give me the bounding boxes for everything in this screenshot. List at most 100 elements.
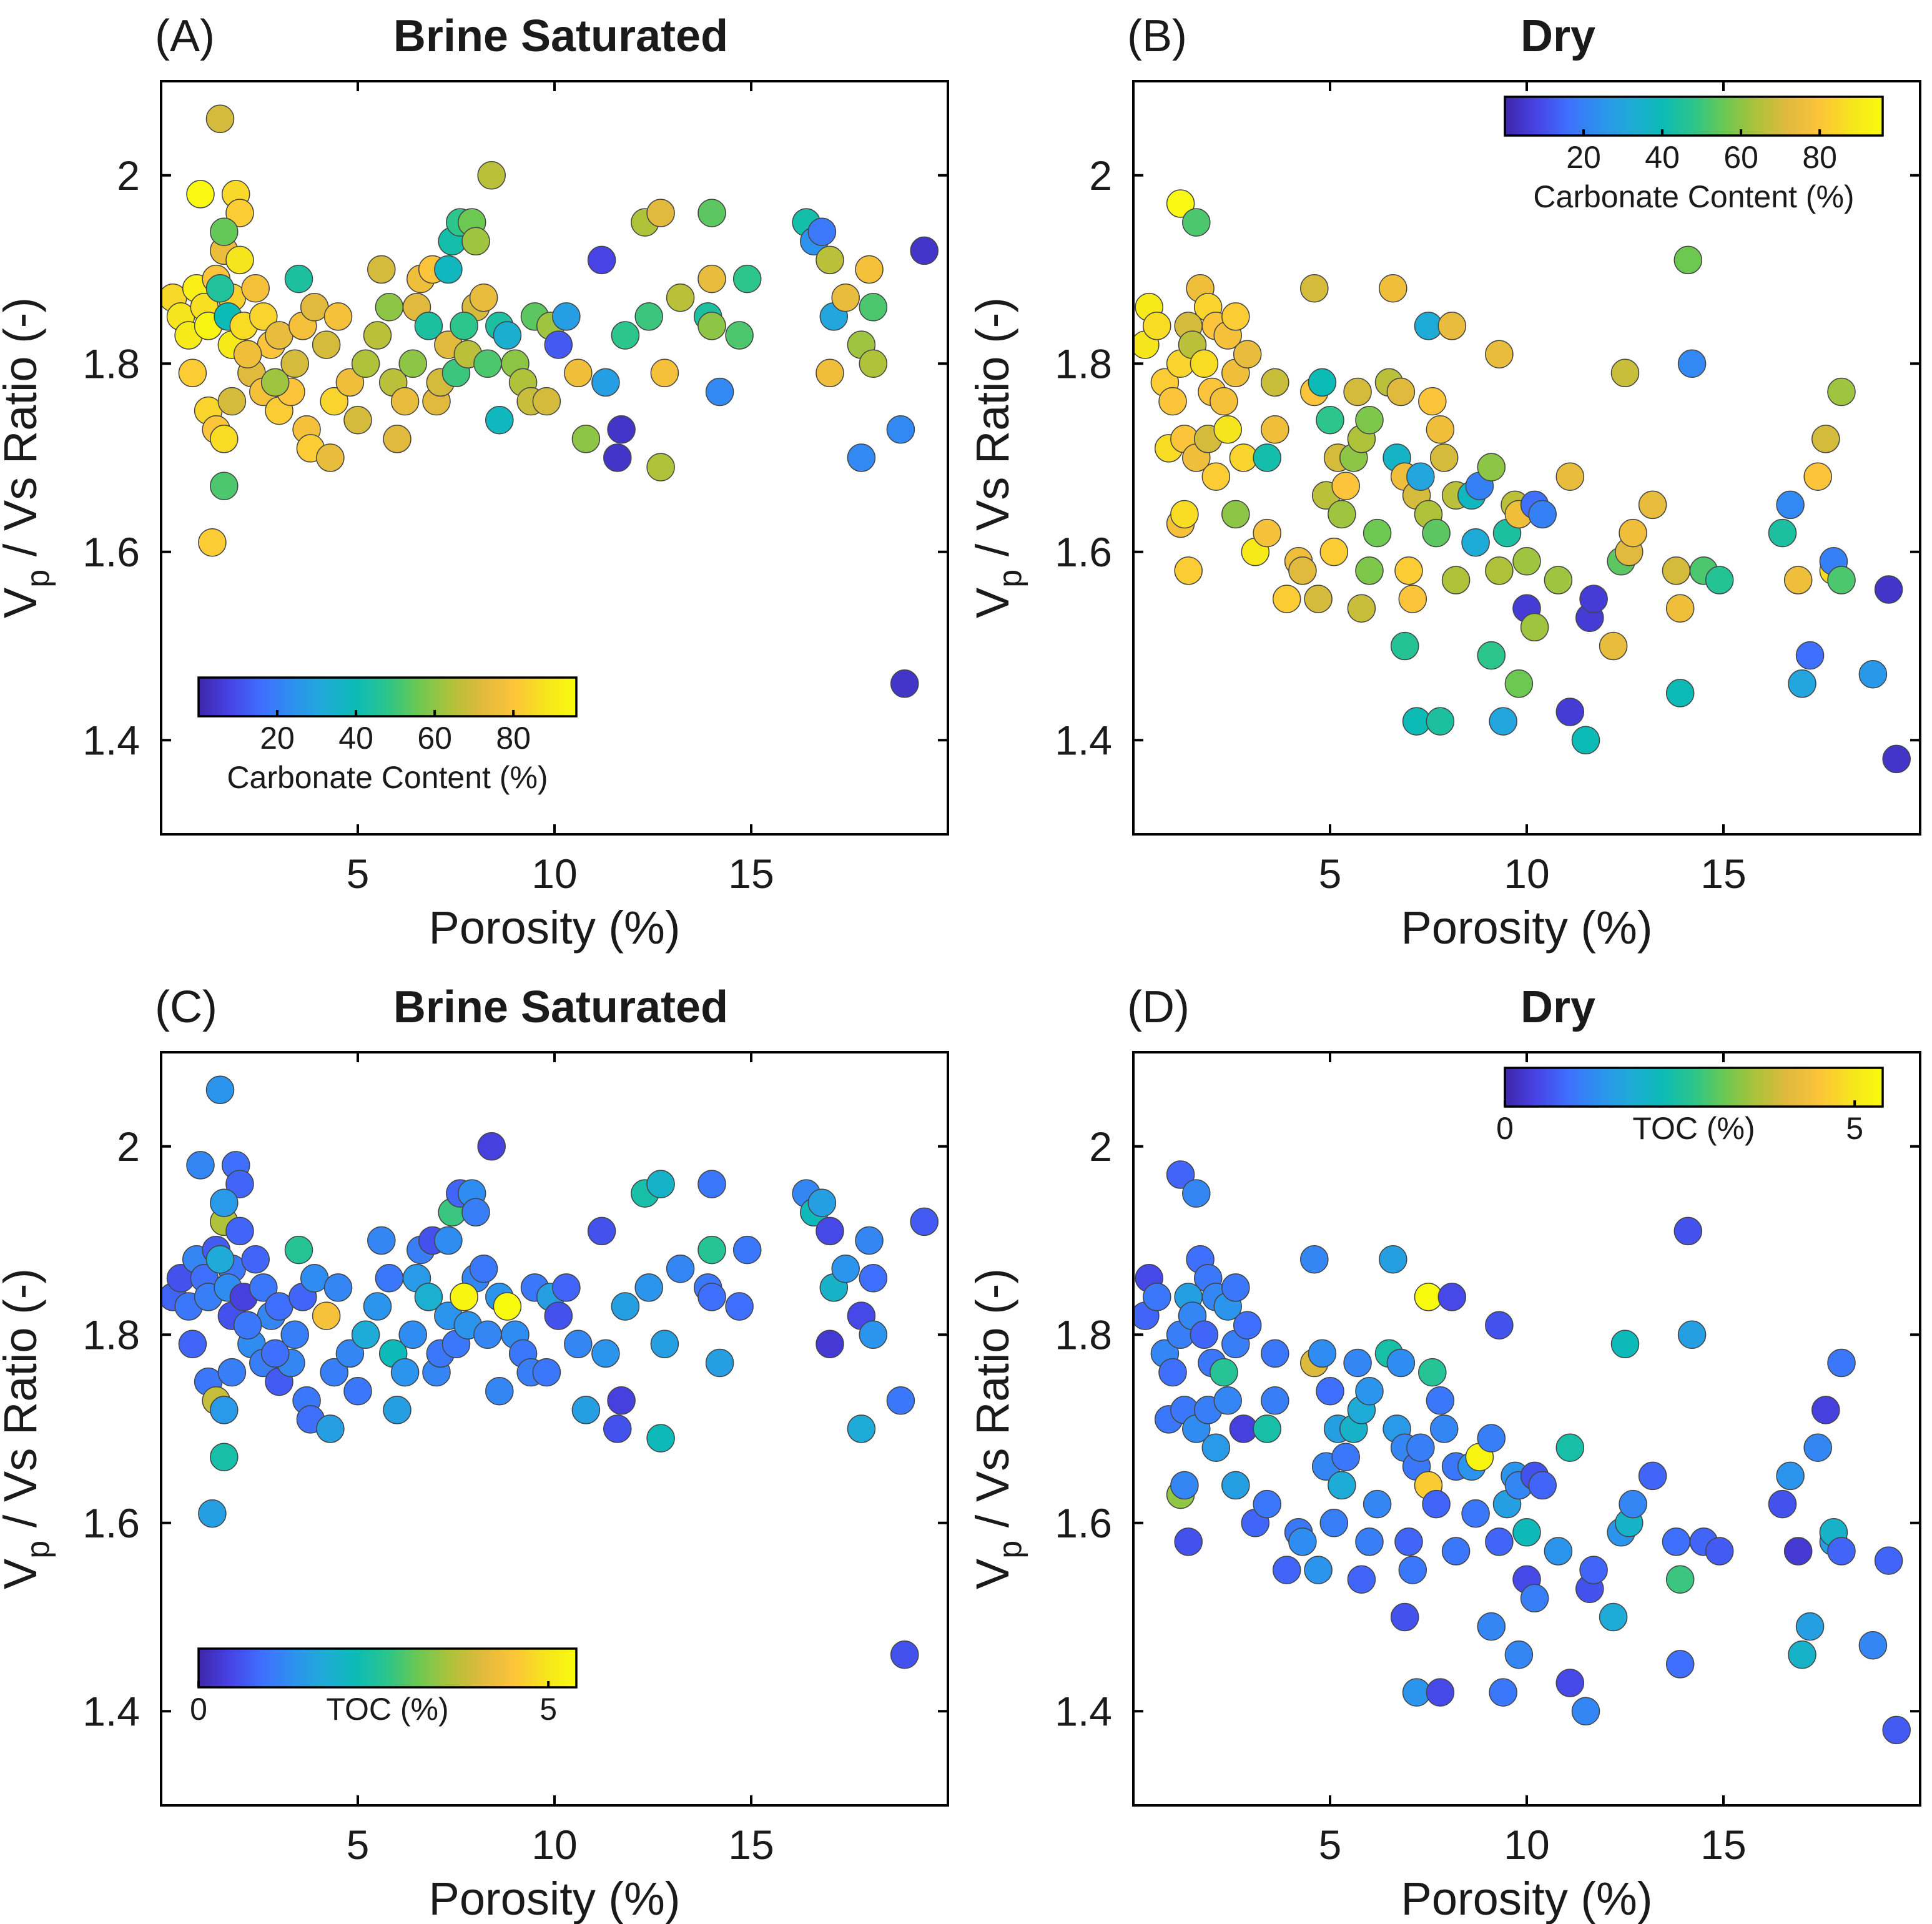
data-point: [1331, 471, 1360, 500]
data-point: [666, 1254, 695, 1283]
data-point: [1379, 1245, 1407, 1274]
data-point: [1512, 547, 1541, 576]
data-point: [1783, 566, 1813, 594]
x-axis-label: Porosity (%): [1401, 902, 1653, 954]
colorbar-tick-label: 0: [190, 1692, 207, 1727]
data-point: [634, 1273, 663, 1302]
data-point: [1485, 1527, 1514, 1556]
data-point: [210, 1188, 239, 1217]
data-point: [587, 245, 616, 275]
data-point: [725, 1292, 754, 1321]
data-point: [1579, 585, 1608, 613]
y-tick-label: 1.4: [1055, 1688, 1112, 1734]
data-point: [1555, 1669, 1585, 1697]
y-tick-label: 1.8: [1055, 340, 1112, 387]
data-point: [697, 1283, 726, 1311]
data-point: [807, 217, 837, 246]
data-point: [1319, 1509, 1349, 1537]
data-point: [1143, 312, 1171, 340]
data-point: [383, 425, 412, 453]
x-tick-label: 5: [347, 1822, 370, 1868]
x-tick-label: 10: [1504, 1822, 1549, 1868]
data-point: [343, 405, 372, 435]
colorbar-gradient: [1505, 1068, 1883, 1107]
y-axis-label-v: V: [0, 1558, 46, 1589]
data-point: [1304, 585, 1333, 613]
data-point: [280, 349, 309, 378]
data-point: [485, 1376, 514, 1406]
data-point: [367, 255, 396, 284]
y-tick-label: 1.8: [82, 1311, 140, 1358]
panel-d: (D) Dry 5 10 15 1.4 1.6 1.8 2 Porosity (%) Vp / Vs…: [967, 982, 1921, 1924]
data-point: [859, 349, 888, 378]
panel-label: (C): [155, 982, 217, 1032]
data-point: [335, 368, 365, 397]
data-point: [1418, 1358, 1447, 1387]
data-point: [1673, 245, 1703, 275]
data-point: [178, 1330, 207, 1359]
data-point: [1363, 518, 1392, 548]
data-point: [375, 1264, 404, 1293]
data-point: [634, 302, 663, 331]
data-point: [859, 1320, 888, 1349]
data-point: [816, 245, 844, 275]
data-point: [1253, 1414, 1281, 1443]
data-point: [1441, 1537, 1471, 1566]
data-point: [847, 443, 876, 472]
data-point: [178, 358, 207, 388]
data-point: [1795, 641, 1825, 670]
data-point: [1803, 1433, 1832, 1462]
data-point: [1386, 377, 1416, 407]
data-point: [225, 1216, 254, 1246]
colorbar-tick-label: 80: [496, 721, 531, 756]
y-tick-label: 1.6: [82, 1500, 140, 1546]
colorbar: 0 5 TOC (%): [190, 1647, 578, 1727]
data-point: [205, 1075, 235, 1105]
data-point: [611, 1292, 640, 1321]
data-point: [473, 349, 502, 378]
data-point: [205, 1245, 235, 1274]
data-point: [1677, 1320, 1707, 1349]
data-point: [241, 274, 270, 303]
data-point: [1398, 585, 1427, 613]
data-point: [233, 1311, 262, 1339]
data-point: [1638, 490, 1667, 520]
data-point: [434, 255, 463, 284]
data-point: [666, 283, 695, 312]
data-point: [367, 1226, 396, 1255]
data-point: [1571, 1697, 1600, 1726]
data-point: [1201, 462, 1231, 491]
x-axis-label: Porosity (%): [1401, 1873, 1653, 1924]
data-point: [1461, 528, 1490, 557]
data-point: [1555, 698, 1585, 726]
data-point: [390, 1358, 420, 1387]
panel-label: (A): [155, 11, 215, 61]
y-axis-label-v: V: [0, 587, 46, 618]
y-tick-label: 2: [117, 152, 140, 199]
chart-title: Brine Saturated: [393, 11, 728, 61]
data-point: [1426, 1678, 1455, 1707]
data-point: [831, 283, 860, 312]
data-point: [1638, 1461, 1667, 1491]
data-point: [233, 340, 262, 368]
data-point: [1827, 377, 1856, 407]
data-point: [831, 1254, 860, 1283]
colorbar-tick-label: 5: [1846, 1111, 1863, 1146]
data-point: [1343, 377, 1372, 407]
data-point: [697, 1170, 726, 1198]
data-point: [1213, 415, 1242, 444]
data-point: [1795, 1612, 1825, 1641]
data-point: [1555, 1433, 1585, 1462]
data-point: [1429, 443, 1459, 472]
data-point: [280, 1320, 309, 1349]
data-point: [343, 1376, 372, 1406]
data-point: [1182, 208, 1211, 237]
y-axis-label-v: V: [967, 1558, 1018, 1589]
data-point: [1429, 1414, 1459, 1443]
colorbar-tick-label: 40: [1645, 140, 1680, 175]
data-point: [217, 1358, 247, 1387]
colorbar-frame: [1504, 96, 1884, 137]
data-point: [1528, 1471, 1557, 1500]
data-point: [1803, 462, 1832, 491]
data-point: [732, 1235, 762, 1265]
